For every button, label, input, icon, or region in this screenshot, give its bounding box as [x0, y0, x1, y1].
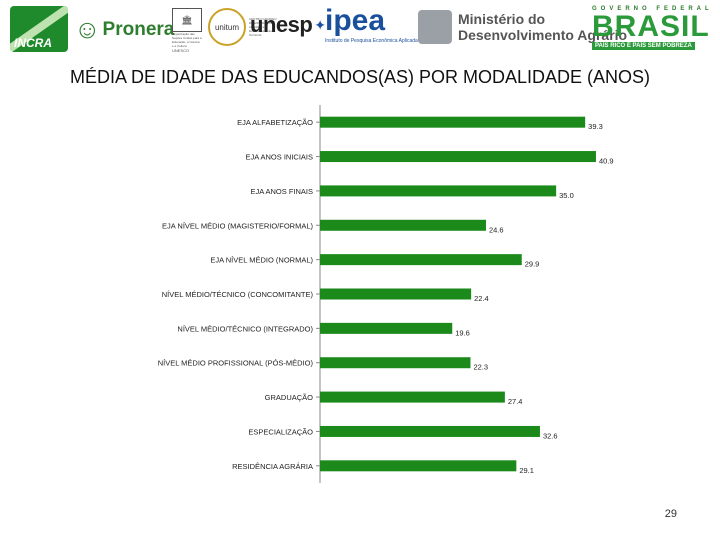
- bar: [320, 254, 522, 266]
- category-label: EJA NÍVEL MÉDIO (NORMAL): [210, 256, 313, 265]
- chart-axis: EJA ALFABETIZAÇÃO EJA ANOS INICIAIS EJA AN…: [158, 105, 321, 483]
- unitum-logo: unitum CENTRO GRAMSCI DE ESTUDOS DE LIDE…: [208, 8, 277, 46]
- value-label: 22.3: [473, 363, 488, 372]
- mda-line1: Ministério do: [458, 11, 546, 27]
- chart-title: MÉDIA DE IDADE DAS EDUCANDOS(AS) POR MOD…: [69, 67, 651, 87]
- bar: [320, 116, 586, 128]
- incra-logo: INCRA: [10, 6, 68, 52]
- unitum-caption: CENTRO GRAMSCI DE ESTUDOS DE LIDERES e D…: [249, 17, 277, 37]
- unesp-logo: unesp ✦: [250, 12, 326, 38]
- mda-line2: Desenvolvimento Agrário: [458, 27, 628, 43]
- mda-emblem-icon: [418, 10, 452, 44]
- bar: [320, 151, 596, 163]
- incra-text: INCRA: [14, 36, 52, 50]
- unitum-emblem: unitum: [208, 8, 246, 46]
- chart-bars: 39.3 40.9 35.0 24.6 29.9 22.4 19.6 22.3 27.4 32.6…: [320, 116, 614, 475]
- value-label: 19.6: [455, 328, 470, 337]
- brasil-slogan: PAÍS RICO É PAÍS SEM POBREZA: [592, 42, 695, 50]
- value-label: 40.9: [599, 157, 614, 166]
- pronera-logo: ☺ Pronera: [74, 14, 174, 45]
- ipea-text: ipea: [325, 4, 386, 37]
- value-label: 29.9: [525, 260, 540, 269]
- ipea-caption: Instituto de Pesquisa Econômica Aplicada: [325, 38, 418, 44]
- page-number: 29: [664, 508, 677, 520]
- bar: [320, 357, 471, 369]
- brasil-logo: GOVERNO FEDERAL BRASIL PAÍS RICO É PAÍS …: [592, 6, 713, 50]
- bar: [320, 219, 486, 231]
- unesp-text: unesp: [250, 12, 313, 37]
- category-label: GRADUAÇÃO: [265, 393, 314, 402]
- brasil-text: BRASIL: [592, 10, 710, 43]
- category-label: EJA ANOS INICIAIS: [245, 153, 313, 162]
- unesco-temple-icon: 🏛: [172, 8, 202, 32]
- unesp-mark-icon: ✦: [314, 16, 327, 33]
- value-label: 39.3: [588, 122, 603, 131]
- value-label: 32.6: [543, 431, 558, 440]
- value-label: 24.6: [489, 225, 504, 234]
- category-label: EJA ALFABETIZAÇÃO: [237, 118, 313, 127]
- people-icon: ☺: [74, 14, 101, 44]
- pronera-text: Pronera: [102, 18, 175, 40]
- ipea-logo: ipea Instituto de Pesquisa Econômica Apl…: [325, 4, 418, 44]
- bar: [320, 288, 472, 300]
- category-label: ESPECIALIZAÇÃO: [248, 427, 313, 436]
- bar: [320, 322, 453, 334]
- unesco-logo: 🏛 Organização das Nações Unidas para a E…: [172, 8, 202, 53]
- value-label: 27.4: [508, 397, 523, 406]
- value-label: 35.0: [559, 191, 574, 200]
- mda-logo: Ministério do Desenvolvimento Agrário: [418, 10, 627, 44]
- logo-bar: INCRA ☺ Pronera 🏛 Organização das Nações…: [0, 0, 720, 62]
- bar: [320, 391, 505, 403]
- category-label: NÍVEL MÉDIO PROFISSIONAL (PÓS-MÉDIO): [158, 359, 314, 368]
- value-label: 29.1: [519, 466, 534, 475]
- value-label: 22.4: [474, 294, 489, 303]
- unesco-caption: Organização das Nações Unidas para a Edu…: [172, 32, 202, 48]
- category-label: NÍVEL MÉDIO/TÉCNICO (CONCOMITANTE): [162, 290, 314, 299]
- incra-emblem: INCRA: [10, 6, 68, 52]
- category-label: EJA ANOS FINAIS: [250, 187, 313, 196]
- bar: [320, 425, 540, 437]
- bar: [320, 185, 557, 197]
- category-label: RESIDÊNCIA AGRÁRIA: [232, 462, 313, 471]
- category-label: NÍVEL MÉDIO/TÉCNICO (INTEGRADO): [177, 324, 313, 333]
- unesco-text: UNESCO: [172, 48, 190, 53]
- bar: [320, 460, 517, 472]
- category-label: EJA NÍVEL MÉDIO (MAGISTERIO/FORMAL): [162, 221, 313, 230]
- brasil-top-text: GOVERNO FEDERAL: [592, 6, 713, 12]
